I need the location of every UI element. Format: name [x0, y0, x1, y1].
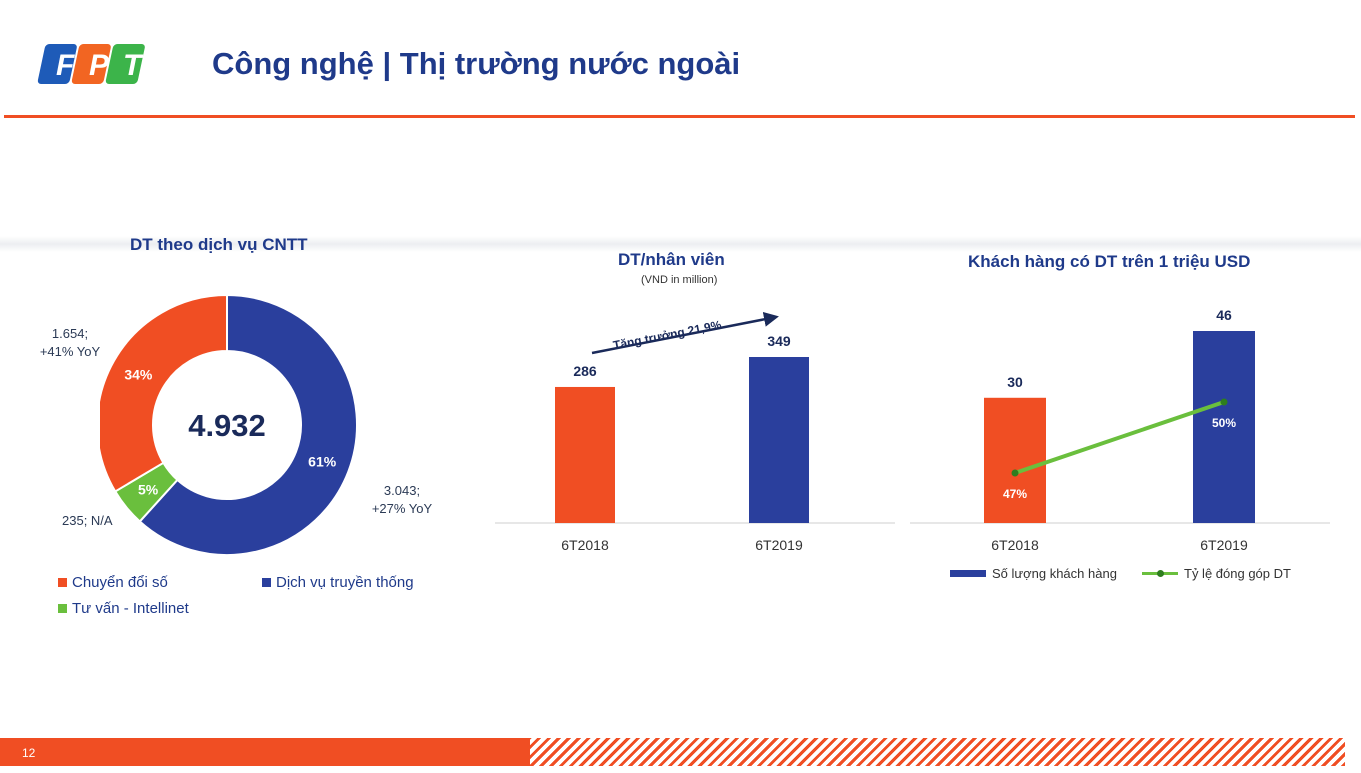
section-band — [0, 236, 1361, 252]
callout-chuyen-doi-so-growth: +41% YoY — [39, 344, 101, 359]
legend-swatch-navy — [262, 578, 271, 587]
bar2-line-label-0: 47% — [1003, 487, 1027, 501]
callout-dich-vu-value: 3.043; — [383, 483, 421, 498]
legend-swatch-orange — [58, 578, 67, 587]
footer-hatch — [530, 738, 1345, 766]
bar2-line-point-1 — [1220, 398, 1228, 406]
callout-chuyen-doi-so: 1.654; +41% YoY — [30, 325, 110, 361]
legend-item-chuyen-doi-so: Chuyển đổi số — [58, 574, 168, 591]
legend-line-swatch — [1142, 570, 1178, 577]
bar2-bar-1 — [1193, 331, 1255, 523]
bar2-line-label-1: 50% — [1212, 416, 1236, 430]
bar2-category-label-1: 6T2019 — [1200, 537, 1248, 553]
footer-bar — [0, 738, 530, 766]
bar2-value-label-1: 46 — [1216, 307, 1232, 323]
growth-arrow — [591, 311, 779, 355]
bar2-bar-0 — [984, 397, 1046, 523]
legend-item-tu-van: Tư vấn - Intellinet — [58, 600, 189, 617]
bar1-category-label-0: 6T2018 — [561, 537, 609, 553]
logo-text-t: T — [123, 49, 144, 82]
legend-item-ty-le: Tỷ lệ đóng góp DT — [1142, 566, 1291, 581]
bar1-value-label-1: 349 — [767, 333, 791, 349]
bar2-line — [1014, 400, 1225, 475]
bar1-bar-1 — [749, 357, 809, 523]
page-title: Công nghệ | Thị trường nước ngoài — [212, 46, 741, 81]
callout-dich-vu-growth: +27% YoY — [371, 501, 433, 516]
bar-chart-1: 286 6T2018 349 6T2019 Tăng trưởng 21,9% — [490, 295, 900, 565]
bar2-category-label-0: 6T2018 — [991, 537, 1039, 553]
callout-chuyen-doi-so-value: 1.654; — [51, 326, 89, 341]
donut-pct-label-0: 34% — [124, 367, 153, 383]
bar-chart-2-title: Khách hàng có DT trên 1 triệu USD — [968, 252, 1251, 271]
fpt-logo: F P T — [34, 42, 152, 94]
bar1-bar-0 — [555, 386, 615, 523]
legend-line-marker — [1157, 570, 1164, 577]
legend-item-dich-vu-truyen-thong: Dịch vụ truyền thống — [262, 574, 414, 591]
donut-pct-label-2: 5% — [138, 482, 159, 498]
bar-chart-2: 30 6T2018 46 6T2019 47% 50% — [905, 300, 1335, 560]
bar2-value-label-0: 30 — [1007, 374, 1023, 390]
bar1-category-label-1: 6T2019 — [755, 537, 803, 553]
donut-slice-0 — [96, 293, 228, 493]
logo-text-f: F — [56, 49, 75, 82]
header-divider — [4, 115, 1355, 118]
donut-pct-label-1: 61% — [308, 454, 337, 470]
donut-slice-1 — [138, 293, 358, 556]
donut-chart: 61% 5% 34% 4.932 — [96, 282, 360, 562]
legend-item-so-luong: Số lượng khách hàng — [950, 566, 1117, 581]
legend-label-chuyen-doi-so: Chuyển đổi số — [72, 574, 168, 591]
legend-swatch-green — [58, 604, 67, 613]
legend-label-ty-le: Tỷ lệ đóng góp DT — [1184, 566, 1291, 581]
bar-chart-1-title: DT/nhân viên — [618, 250, 725, 269]
bar2-line-point-0 — [1011, 469, 1019, 477]
bar1-value-label-0: 286 — [573, 363, 597, 379]
legend-label-so-luong: Số lượng khách hàng — [992, 566, 1117, 581]
callout-tu-van: 235; N/A — [62, 513, 113, 528]
legend-label-tu-van: Tư vấn - Intellinet — [72, 600, 189, 617]
donut-center-total: 4.932 — [188, 408, 266, 443]
legend-bar-swatch — [950, 570, 986, 577]
legend-label-dich-vu-truyen-thong: Dịch vụ truyền thống — [276, 574, 414, 591]
page-number: 12 — [22, 746, 36, 760]
callout-dich-vu-truyen-thong: 3.043; +27% YoY — [362, 482, 442, 518]
bar-chart-1-subtitle: (VND in million) — [641, 274, 718, 286]
growth-annotation: Tăng trưởng 21,9% — [612, 318, 723, 353]
logo-text-p: P — [89, 49, 110, 82]
donut-chart-title: DT theo dịch vụ CNTT — [130, 235, 308, 254]
